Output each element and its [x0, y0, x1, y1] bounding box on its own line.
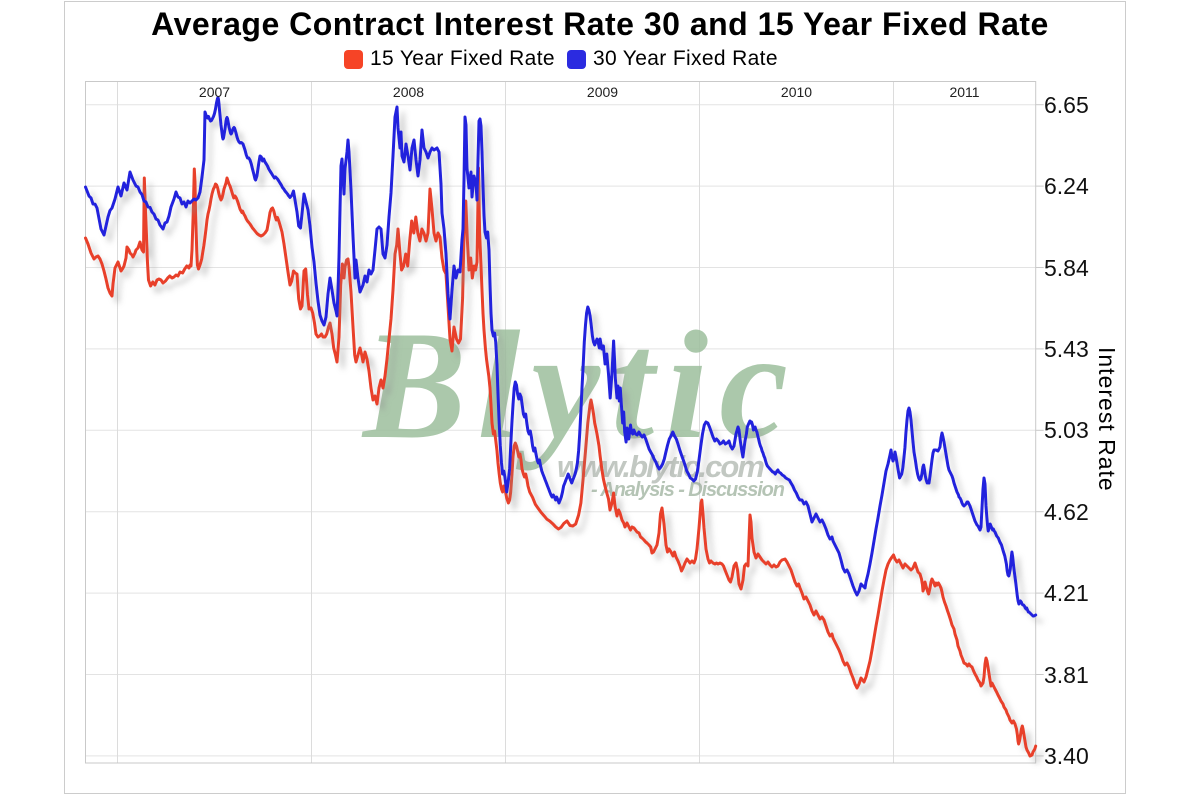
svg-text:- Analysis - Discussion: - Analysis - Discussion	[591, 479, 785, 501]
svg-text:Blytic: Blytic	[361, 299, 788, 471]
